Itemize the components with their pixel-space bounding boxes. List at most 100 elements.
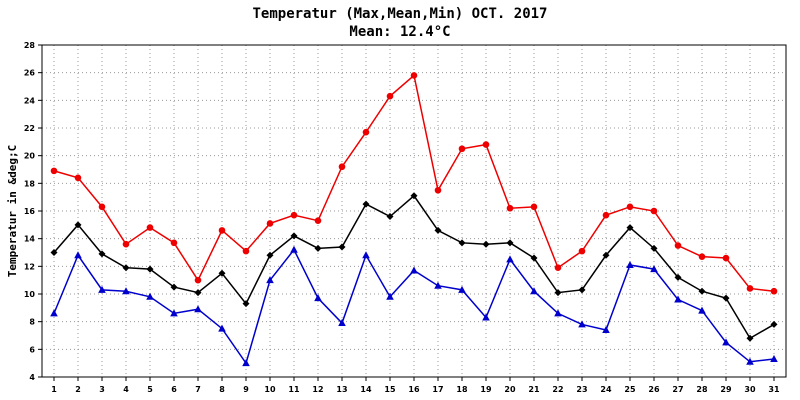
y-tick-label: 18 <box>24 179 36 188</box>
x-tick-label: 23 <box>576 385 587 394</box>
x-tick-label: 16 <box>408 385 420 394</box>
y-axis-label: Temperatur in &deg;C <box>6 145 19 277</box>
chart-subtitle: Mean: 12.4°C <box>349 24 450 40</box>
x-tick-label: 29 <box>720 385 732 394</box>
plot-frame <box>41 44 787 378</box>
x-tick-label: 28 <box>696 385 708 394</box>
x-tick-label: 25 <box>624 385 636 394</box>
data-point <box>554 289 562 297</box>
data-point <box>506 239 514 247</box>
data-point <box>434 186 442 194</box>
data-point <box>242 359 250 367</box>
data-point <box>626 203 634 211</box>
data-point <box>602 325 610 333</box>
data-point <box>650 244 658 252</box>
data-point <box>290 232 298 240</box>
x-tick-label: 22 <box>552 385 563 394</box>
x-tick-label: 9 <box>243 385 249 394</box>
x-tick-label: 19 <box>480 385 492 394</box>
data-point <box>290 245 298 253</box>
data-point <box>722 294 730 302</box>
y-tick-label: 16 <box>24 207 36 216</box>
data-point <box>626 224 634 232</box>
data-point <box>530 203 538 211</box>
data-point <box>170 283 178 291</box>
series-0 <box>50 72 778 295</box>
data-point <box>218 269 226 277</box>
data-point <box>194 289 202 297</box>
y-tick-label: 14 <box>24 235 36 244</box>
y-tick-label: 8 <box>29 318 35 327</box>
data-point <box>770 320 778 328</box>
x-tick-label: 2 <box>75 385 81 394</box>
x-tick-label: 8 <box>219 385 225 394</box>
data-point <box>170 309 178 317</box>
data-point <box>290 211 298 219</box>
x-tick-label: 18 <box>456 385 468 394</box>
data-point <box>650 207 658 215</box>
data-point <box>122 240 130 248</box>
data-point <box>722 338 730 346</box>
data-point <box>602 251 610 259</box>
data-point <box>746 357 754 365</box>
data-point <box>410 72 418 79</box>
y-tick-label: 22 <box>24 124 35 133</box>
data-point <box>314 244 322 252</box>
data-point <box>458 239 466 247</box>
data-point <box>194 276 202 284</box>
x-tick-label: 13 <box>336 385 347 394</box>
data-point <box>338 243 346 251</box>
data-point <box>170 239 178 247</box>
data-point <box>458 285 466 293</box>
x-tick-label: 6 <box>171 385 177 394</box>
data-point <box>482 313 490 321</box>
data-point <box>266 251 274 259</box>
data-point <box>386 92 394 100</box>
data-point <box>218 324 226 332</box>
data-point <box>578 286 586 294</box>
data-point <box>386 213 394 221</box>
data-point <box>74 221 82 229</box>
data-point <box>770 355 778 363</box>
y-tick-label: 6 <box>29 345 35 354</box>
data-point <box>698 306 706 314</box>
data-point <box>98 203 106 211</box>
data-point <box>146 265 154 273</box>
data-point <box>506 255 514 263</box>
data-point <box>746 285 754 292</box>
data-point <box>698 253 706 260</box>
y-tick-label: 26 <box>24 69 36 78</box>
data-point <box>722 254 730 262</box>
data-point <box>338 163 346 171</box>
x-tick-label: 14 <box>360 385 372 394</box>
data-point <box>146 292 154 300</box>
data-point <box>434 226 442 234</box>
data-point <box>674 273 682 281</box>
data-point <box>650 265 658 273</box>
x-tick-label: 15 <box>384 385 396 394</box>
data-point <box>362 200 370 208</box>
data-point <box>530 287 538 295</box>
data-point <box>242 247 250 255</box>
data-point <box>194 305 202 313</box>
data-point <box>674 242 682 249</box>
data-point <box>482 141 490 148</box>
x-tick-label: 17 <box>432 385 443 394</box>
data-point <box>146 224 154 231</box>
grid-lines <box>42 45 786 377</box>
data-point <box>674 295 682 303</box>
data-point <box>458 145 466 153</box>
series-2 <box>50 245 778 367</box>
x-tick-label: 30 <box>744 385 756 394</box>
x-tick-label: 7 <box>195 385 201 394</box>
data-point <box>242 300 250 308</box>
data-point <box>122 264 130 272</box>
data-point <box>362 128 370 136</box>
data-point <box>410 266 418 274</box>
x-tick-label: 1 <box>51 385 57 394</box>
data-point <box>314 294 322 302</box>
x-tick-label: 26 <box>648 385 660 394</box>
series-lines <box>50 72 778 367</box>
